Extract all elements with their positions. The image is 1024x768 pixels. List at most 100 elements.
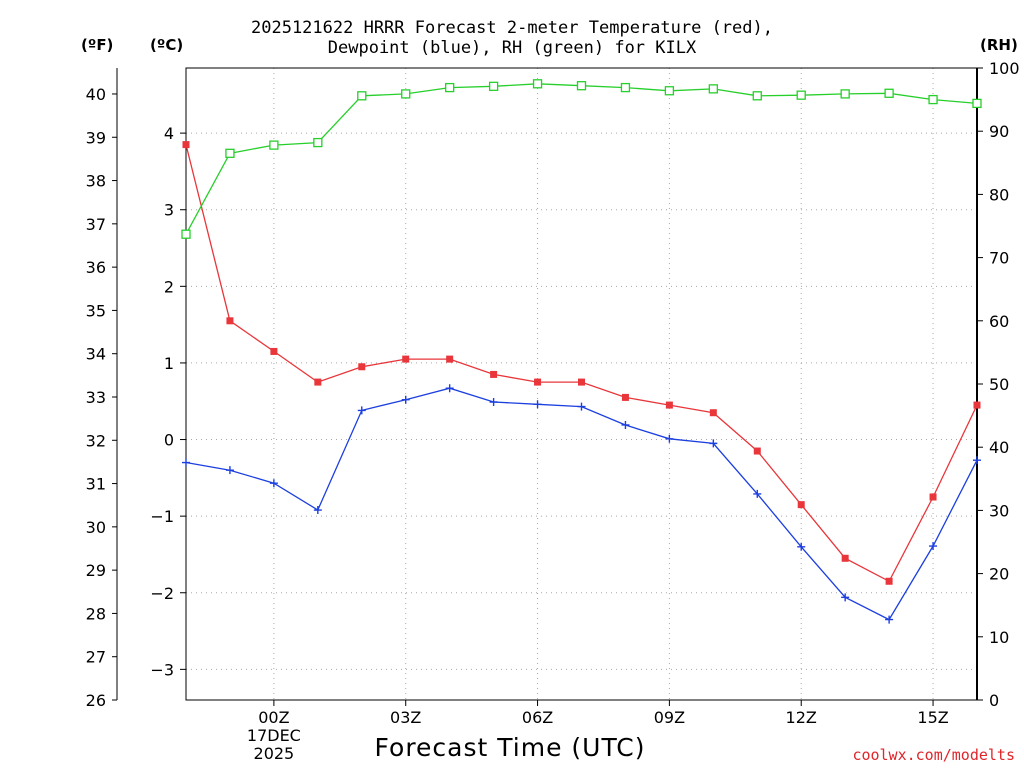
rh-point	[490, 82, 498, 90]
dewpoint-point	[314, 506, 322, 514]
x-tick-label: 03Z	[390, 708, 421, 727]
rh-point	[534, 80, 542, 88]
x-tick-sublabel: 2025	[254, 744, 295, 763]
temperature-point	[622, 394, 629, 401]
fahrenheit-tick-label: 30	[86, 518, 106, 537]
rh-tick-label: 0	[989, 691, 999, 710]
rh-point	[182, 230, 190, 238]
rh-point	[797, 91, 805, 99]
fahrenheit-tick-label: 26	[86, 691, 106, 710]
x-tick-label: 12Z	[786, 708, 817, 727]
celsius-tick-label: 1	[164, 354, 174, 373]
rh-tick-label: 30	[989, 501, 1009, 520]
temperature-point	[446, 356, 453, 363]
temperature-point	[930, 493, 937, 500]
rh-point	[446, 84, 454, 92]
rh-point	[841, 90, 849, 98]
x-tick-label: 15Z	[917, 708, 948, 727]
dewpoint-point	[973, 456, 981, 464]
temperature-point	[754, 448, 761, 455]
temperature-point	[578, 379, 585, 386]
forecast-chart: −3−2−10123426272829303132333435363738394…	[0, 0, 1024, 768]
celsius-tick-label: −1	[150, 507, 174, 526]
rh-tick-label: 40	[989, 438, 1009, 457]
rh-point	[665, 87, 673, 95]
temperature-point	[710, 409, 717, 416]
rh-point	[973, 99, 981, 107]
fahrenheit-tick-label: 40	[86, 85, 106, 104]
rh-tick-label: 60	[989, 312, 1009, 331]
fahrenheit-tick-label: 36	[86, 258, 106, 277]
rh-tick-label: 100	[989, 59, 1020, 78]
fahrenheit-tick-label: 37	[86, 215, 106, 234]
credit-link[interactable]: coolwx.com/modelts	[852, 746, 1015, 764]
dewpoint-point	[665, 435, 673, 443]
rh-tick-label: 90	[989, 122, 1009, 141]
fahrenheit-tick-label: 33	[86, 388, 106, 407]
celsius-tick-label: −3	[150, 660, 174, 679]
fahrenheit-tick-label: 29	[86, 561, 106, 580]
rh-point	[753, 92, 761, 100]
rh-tick-label: 20	[989, 565, 1009, 584]
dewpoint-point	[446, 384, 454, 392]
rh-tick-label: 70	[989, 249, 1009, 268]
fahrenheit-tick-label: 31	[86, 475, 106, 494]
dewpoint-point	[534, 400, 542, 408]
dewpoint-point	[490, 398, 498, 406]
x-tick-label: 09Z	[654, 708, 685, 727]
rh-point	[709, 85, 717, 93]
axes: −3−2−10123426272829303132333435363738394…	[86, 59, 1020, 763]
dewpoint-point	[270, 479, 278, 487]
x-tick-label: 00Z	[258, 708, 289, 727]
rh-point	[358, 92, 366, 100]
dewpoint-point	[226, 466, 234, 474]
fahrenheit-tick-label: 38	[86, 172, 106, 191]
rh-point	[621, 84, 629, 92]
temperature-point	[314, 379, 321, 386]
temperature-point	[798, 501, 805, 508]
rh-tick-label: 50	[989, 375, 1009, 394]
fahrenheit-tick-label: 27	[86, 648, 106, 667]
series-dewpoint	[182, 384, 981, 623]
series-rh	[182, 80, 981, 238]
dewpoint-point	[402, 396, 410, 404]
temperature-point	[226, 317, 233, 324]
rh-point	[578, 82, 586, 90]
temperature-point	[842, 555, 849, 562]
rh-point	[885, 89, 893, 97]
fahrenheit-tick-label: 39	[86, 128, 106, 147]
x-tick-label: 06Z	[522, 708, 553, 727]
celsius-tick-label: 4	[164, 124, 174, 143]
rh-point	[314, 139, 322, 147]
temperature-point	[974, 402, 981, 409]
rh-tick-label: 10	[989, 628, 1009, 647]
temperature-point	[183, 141, 190, 148]
series-layer	[182, 80, 981, 624]
dewpoint-point	[182, 459, 190, 467]
celsius-tick-label: −2	[150, 584, 174, 603]
rh-tick-label: 80	[989, 185, 1009, 204]
x-axis-title: Forecast Time (UTC)	[300, 733, 720, 762]
dewpoint-point	[929, 542, 937, 550]
temperature-point	[358, 363, 365, 370]
temperature-point	[270, 348, 277, 355]
rh-point	[270, 141, 278, 149]
fahrenheit-tick-label: 34	[86, 345, 106, 364]
rh-line	[186, 84, 977, 234]
dewpoint-line	[186, 388, 977, 619]
celsius-tick-label: 2	[164, 277, 174, 296]
dewpoint-point	[578, 403, 586, 411]
fahrenheit-tick-label: 28	[86, 604, 106, 623]
fahrenheit-tick-label: 32	[86, 431, 106, 450]
celsius-tick-label: 3	[164, 201, 174, 220]
dewpoint-point	[885, 616, 893, 624]
dewpoint-point	[358, 406, 366, 414]
rh-point	[226, 149, 234, 157]
celsius-tick-label: 0	[164, 431, 174, 450]
temperature-point	[666, 402, 673, 409]
fahrenheit-tick-label: 35	[86, 301, 106, 320]
temperature-point	[402, 356, 409, 363]
x-tick-sublabel: 17DEC	[247, 726, 301, 745]
temperature-point	[490, 371, 497, 378]
rh-point	[929, 96, 937, 104]
